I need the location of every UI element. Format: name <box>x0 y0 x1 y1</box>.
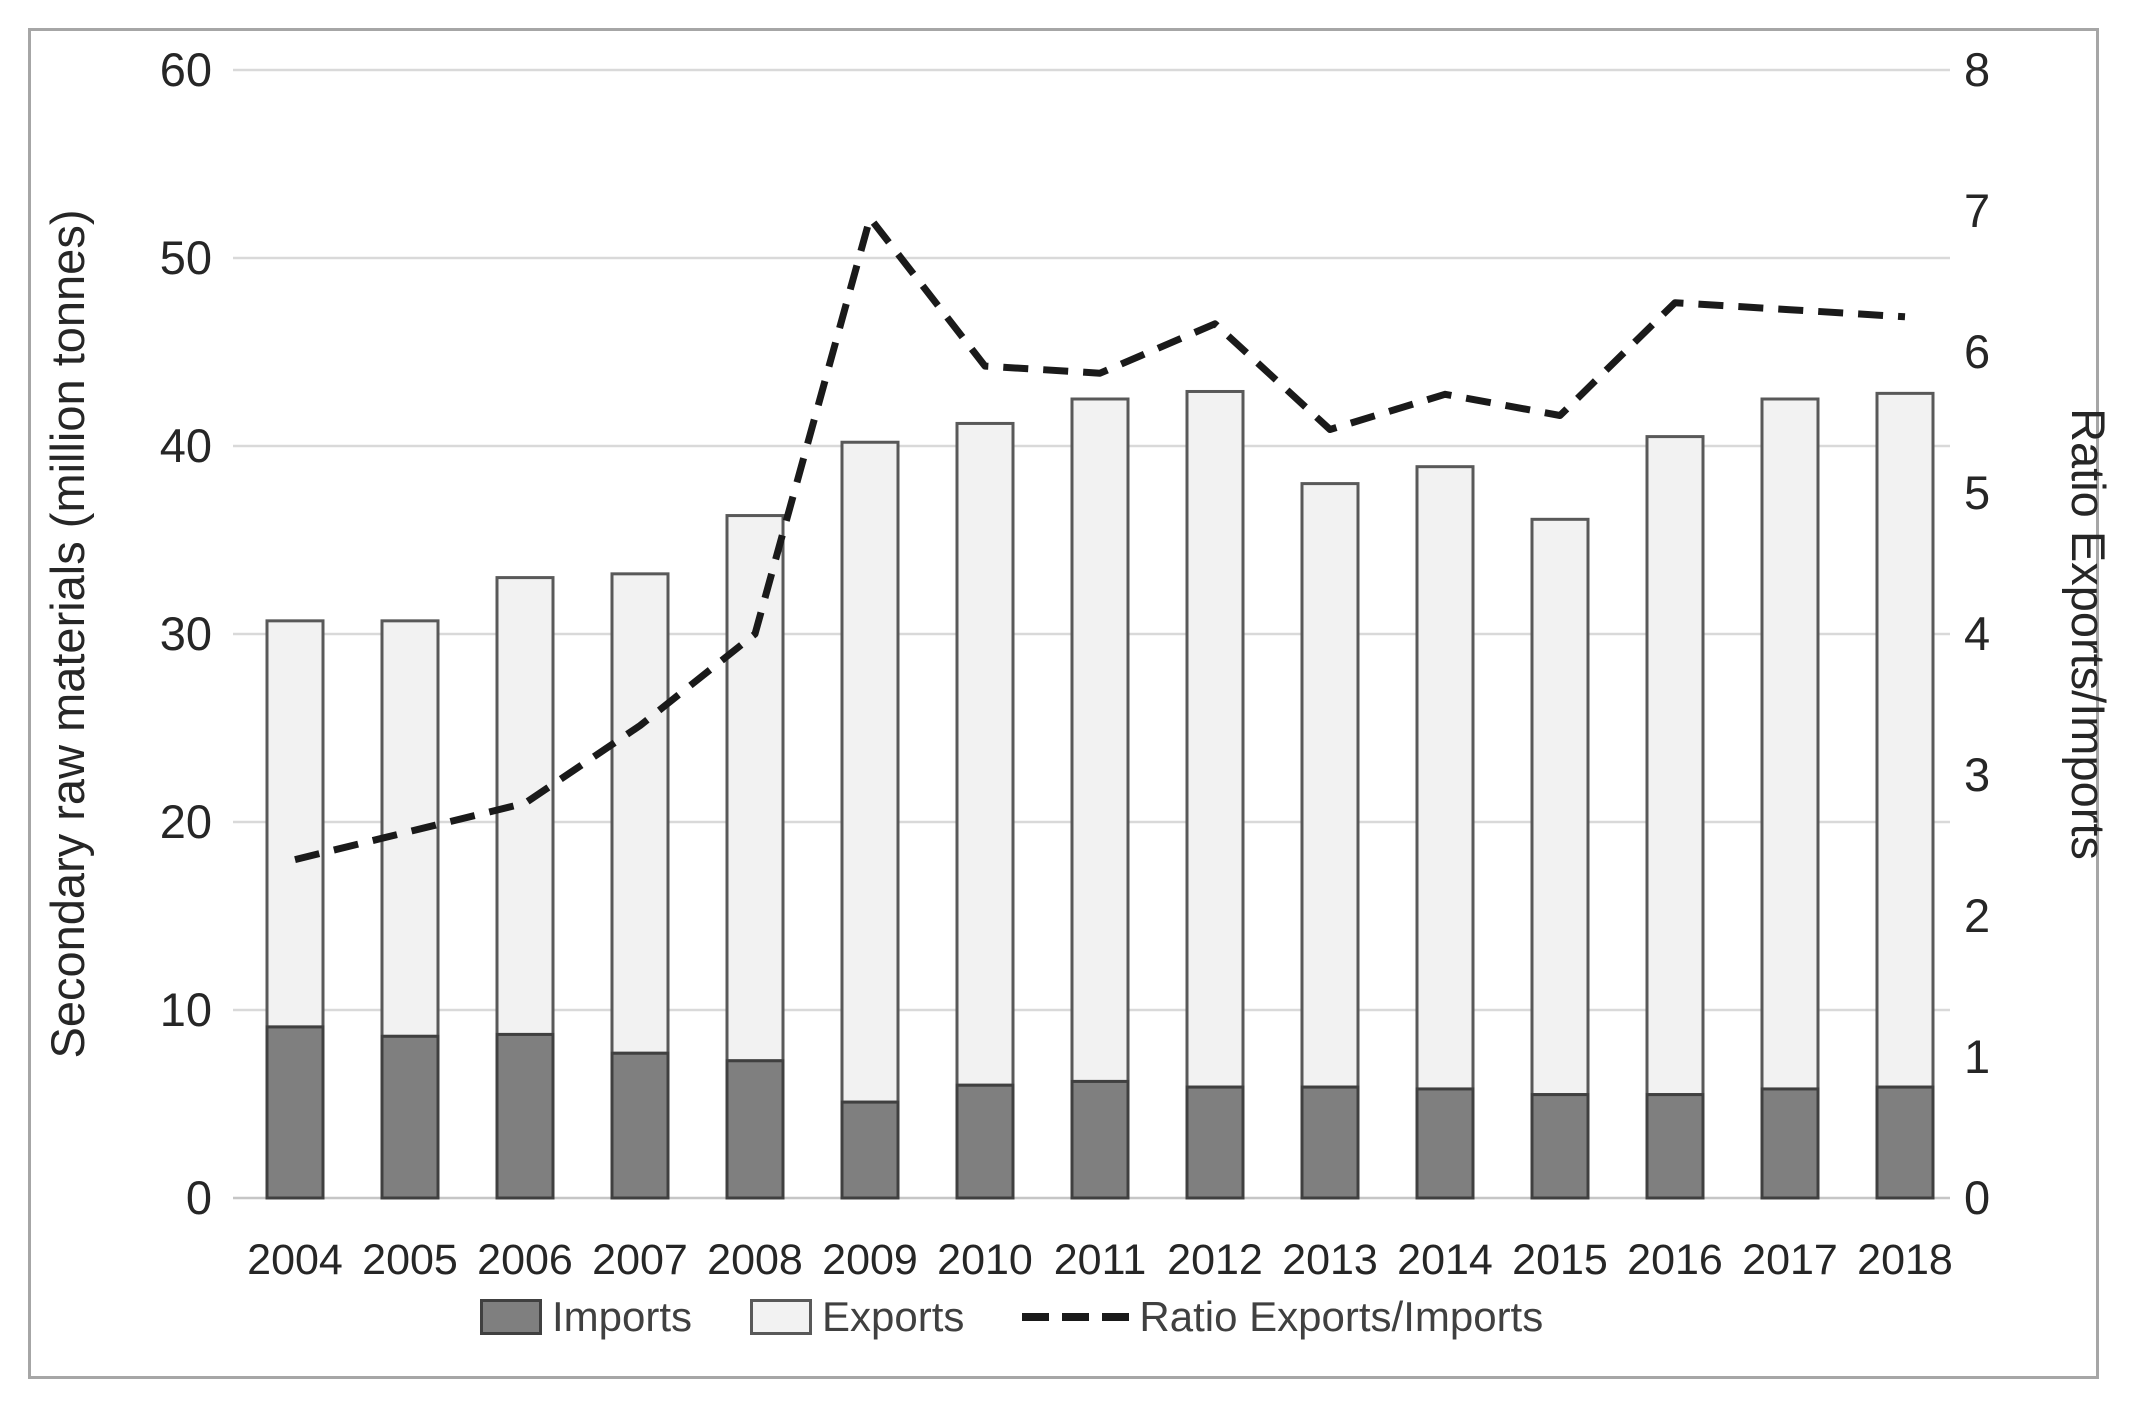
left-tick-0: 0 <box>186 1171 212 1224</box>
x-tick-2008: 2008 <box>707 1236 803 1284</box>
left-tick-50: 50 <box>160 231 212 284</box>
legend-exports-label: Exports <box>822 1293 965 1340</box>
bar-exports-2009 <box>840 440 900 1104</box>
x-tick-2017: 2017 <box>1742 1236 1838 1284</box>
imports-swatch-icon <box>480 1299 542 1335</box>
right-tick-0: 0 <box>1964 1171 1990 1224</box>
legend-ratio-label: Ratio Exports/Imports <box>1139 1293 1544 1340</box>
bar-imports-2014 <box>1415 1087 1475 1200</box>
ratio-line <box>294 214 1906 863</box>
bar-exports-2018 <box>1875 391 1935 1089</box>
right-tick-7: 7 <box>1964 184 1990 237</box>
bar-imports-2016 <box>1645 1093 1705 1200</box>
x-tick-2009: 2009 <box>822 1236 918 1284</box>
legend: Imports Exports Ratio Exports/Imports <box>480 1296 1543 1338</box>
exports-swatch-icon <box>750 1299 813 1335</box>
right-tick-2: 2 <box>1964 889 1990 942</box>
x-tick-2015: 2015 <box>1512 1236 1608 1284</box>
bar-imports-2006 <box>495 1032 555 1200</box>
bar-exports-2017 <box>1760 397 1820 1091</box>
x-axis-year-labels: 2004 2005 2006 2007 2008 2009 2010 2011 2012 2013… <box>247 1236 1953 1284</box>
bar-exports-2010 <box>955 421 1015 1087</box>
bar-exports-2011 <box>1070 397 1130 1083</box>
left-axis-title: Secondary raw materials (million tonnes) <box>41 210 94 1059</box>
right-tick-3: 3 <box>1964 748 1990 801</box>
x-tick-2011: 2011 <box>1054 1236 1146 1284</box>
bar-imports-2013 <box>1300 1085 1360 1200</box>
x-tick-2013: 2013 <box>1282 1236 1378 1284</box>
legend-imports-label: Imports <box>552 1293 693 1340</box>
bar-exports-2008 <box>725 514 785 1063</box>
left-tick-30: 30 <box>160 607 212 660</box>
legend-item-imports: Imports <box>480 1296 692 1338</box>
bar-imports-2008 <box>725 1059 785 1200</box>
dashed-line-icon <box>1022 1313 1130 1321</box>
right-axis-tick-labels: 0 1 2 3 4 5 6 7 8 <box>1964 43 1990 1224</box>
x-tick-2016: 2016 <box>1627 1236 1723 1284</box>
right-tick-4: 4 <box>1964 607 1990 660</box>
bar-imports-2011 <box>1070 1079 1130 1200</box>
bar-imports-2004 <box>265 1025 325 1200</box>
x-tick-2007: 2007 <box>592 1236 688 1284</box>
left-tick-20: 20 <box>160 795 212 848</box>
right-tick-6: 6 <box>1964 325 1990 378</box>
bar-exports-2015 <box>1530 517 1590 1097</box>
x-tick-2004: 2004 <box>247 1236 343 1284</box>
x-tick-2014: 2014 <box>1397 1236 1493 1284</box>
x-tick-2006: 2006 <box>477 1236 573 1284</box>
left-tick-10: 10 <box>160 983 212 1036</box>
bar-exports-2016 <box>1645 435 1705 1097</box>
chart-outer-frame <box>28 28 2099 1379</box>
right-tick-1: 1 <box>1964 1030 1990 1083</box>
bar-imports-2009 <box>840 1100 900 1200</box>
bar-exports-2014 <box>1415 465 1475 1091</box>
right-axis-title: Ratio Exports/Imports <box>2062 408 2115 860</box>
bar-exports-2007 <box>610 572 670 1055</box>
right-tick-8: 8 <box>1964 43 1990 96</box>
left-tick-60: 60 <box>160 43 212 96</box>
x-tick-2012: 2012 <box>1167 1236 1263 1284</box>
bar-imports-2015 <box>1530 1093 1590 1200</box>
ratio-exports-imports-line <box>294 214 1906 863</box>
right-tick-5: 5 <box>1964 466 1990 519</box>
bar-exports-2012 <box>1185 389 1245 1089</box>
x-tick-2018: 2018 <box>1857 1236 1953 1284</box>
bar-exports-2013 <box>1300 482 1360 1089</box>
stacked-bars <box>265 389 1935 1200</box>
bar-imports-2017 <box>1760 1087 1820 1200</box>
bar-imports-2018 <box>1875 1085 1935 1200</box>
bar-imports-2005 <box>380 1034 440 1200</box>
bar-imports-2010 <box>955 1083 1015 1200</box>
left-tick-40: 40 <box>160 419 212 472</box>
legend-item-ratio: Ratio Exports/Imports <box>1022 1296 1543 1338</box>
bar-exports-2004 <box>265 619 325 1029</box>
legend-item-exports: Exports <box>750 1296 964 1338</box>
x-tick-2010: 2010 <box>937 1236 1033 1284</box>
bar-imports-2012 <box>1185 1085 1245 1200</box>
left-axis-tick-labels: 0 10 20 30 40 50 60 <box>160 43 212 1224</box>
x-tick-2005: 2005 <box>362 1236 458 1284</box>
bar-imports-2007 <box>610 1051 670 1200</box>
